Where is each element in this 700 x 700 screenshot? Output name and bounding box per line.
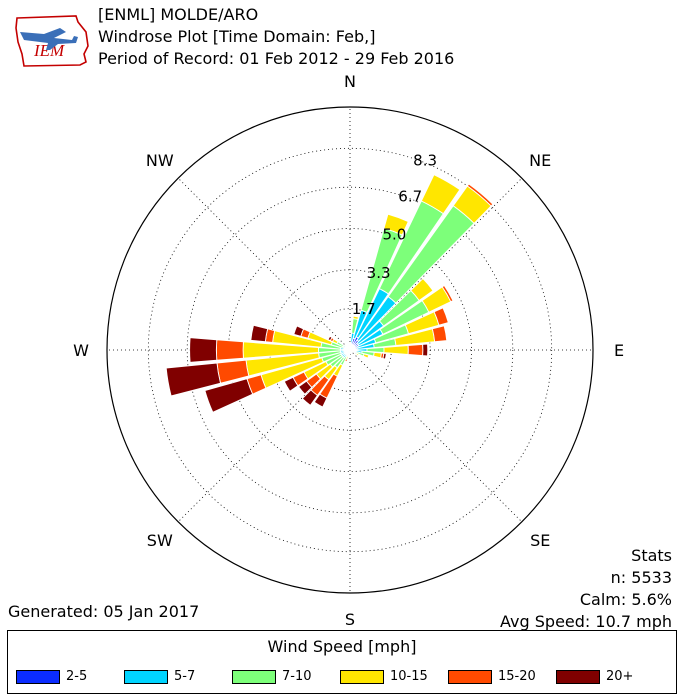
bar-segment-350-5-7 <box>348 344 351 349</box>
legend-swatch <box>232 669 276 684</box>
legend-item-2-5: 2-5 <box>16 669 87 687</box>
outer-circle <box>106 106 594 594</box>
legend-item-20+: 20+ <box>556 669 633 687</box>
wind-bars <box>165 174 494 413</box>
bar-segment-110-10-15 <box>362 353 370 359</box>
bar-segment-40-15-20 <box>466 183 494 207</box>
radial-tick-label: 3.3 <box>367 264 391 282</box>
legend-label: 10-15 <box>390 669 428 684</box>
legend-label: 7-10 <box>282 669 312 684</box>
bar-segment-320-5-7 <box>345 345 350 349</box>
bar-segment-220-20+ <box>301 389 319 406</box>
bar-segment-250-20+ <box>204 378 254 413</box>
bar-segment-60-15-20 <box>441 284 454 303</box>
title-block: [ENML] MOLDE/ARO Windrose Plot [Time Dom… <box>98 4 454 70</box>
bar-segment-240-20+ <box>283 376 299 392</box>
plot-title: Windrose Plot [Time Domain: Feb,] <box>98 27 376 46</box>
bar-segment-70-15-20 <box>433 307 449 326</box>
direction-label-SE: SE <box>530 531 550 550</box>
legend-swatch <box>124 669 168 684</box>
bar-segment-80-15-20 <box>431 325 448 343</box>
radial-tick-label: 1.7 <box>352 300 376 318</box>
bar-segment-310-10-15 <box>343 344 348 348</box>
speed-legend: Wind Speed [mph] 2-5 5-7 7-10 10-15 15-20 20+ <box>7 630 677 694</box>
legend-item-10-15: 10-15 <box>340 669 428 687</box>
bar-segment-50-10-15 <box>410 277 434 302</box>
iem-logo: IEM <box>15 15 89 67</box>
bar-segment-90-10-15 <box>383 345 409 355</box>
grid-circle <box>186 186 514 514</box>
grid-circle <box>147 147 553 553</box>
bar-segment-100-10-15 <box>372 351 382 359</box>
legend-label: 2-5 <box>66 669 88 684</box>
stats-calm: Calm: 5.6% <box>579 590 672 609</box>
bar-segment-30-10-15 <box>420 174 461 215</box>
bar-segment-90-15-20 <box>407 343 424 357</box>
bar-segment-290-20+ <box>293 325 305 337</box>
stats-avg-speed: Avg Speed: 10.7 mph <box>500 612 672 631</box>
bar-segment-300-20+ <box>327 335 333 342</box>
legend-swatch <box>340 669 384 684</box>
legend-label: 15-20 <box>498 669 536 684</box>
direction-label-NE: NE <box>529 151 551 170</box>
bar-segment-120-10-15 <box>355 352 360 357</box>
direction-label-W: W <box>73 341 89 360</box>
period-title: Period of Record: 01 Feb 2012 - 29 Feb 2… <box>98 49 455 68</box>
station-title: [ENML] MOLDE/ARO <box>98 5 259 24</box>
grid-circle <box>228 228 472 472</box>
bar-segment-260-20+ <box>165 362 222 397</box>
generated-date: Generated: 05 Jan 2017 <box>8 602 200 621</box>
chart-labels: 1.7 3.3 5.0 6.7 8.3 N NE E SE S SW W NW <box>73 72 624 629</box>
radial-tick-label: 8.3 <box>413 152 437 170</box>
legend-swatch <box>556 669 600 684</box>
direction-label-SW: SW <box>147 531 173 550</box>
legend-item-7-10: 7-10 <box>232 669 312 687</box>
legend-label: 5-7 <box>174 669 196 684</box>
logo-text: IEM <box>33 41 65 60</box>
airplane-icon <box>20 28 78 50</box>
legend-swatch <box>448 669 492 684</box>
legend-swatch <box>16 669 60 684</box>
bar-segment-20-10-15 <box>383 213 409 236</box>
direction-label-S: S <box>345 610 355 629</box>
direction-label-E: E <box>614 341 624 360</box>
bar-segment-10-10-15 <box>352 315 360 320</box>
stats-count: n: 5533 <box>610 568 672 587</box>
radial-tick-label: 6.7 <box>398 188 422 206</box>
direction-label-N: N <box>344 72 356 91</box>
grid-spoke <box>349 349 523 523</box>
legend-item-15-20: 15-20 <box>448 669 536 687</box>
legend-label: 20+ <box>606 669 634 684</box>
bar-segment-270-20+ <box>189 337 218 363</box>
bar-segment-90-20+ <box>422 343 429 357</box>
bar-segment-210-20+ <box>313 393 328 408</box>
stats-block: Stats n: 5533 Calm: 5.6% Avg Speed: 10.7… <box>500 545 672 633</box>
legend-item-5-7: 5-7 <box>124 669 195 687</box>
radial-tick-label: 5.0 <box>382 226 406 244</box>
bar-segment-100-20+ <box>382 352 387 360</box>
stats-heading: Stats <box>631 546 672 565</box>
bar-segment-230-20+ <box>298 380 313 395</box>
bar-segment-280-20+ <box>250 324 269 343</box>
legend-title: Wind Speed [mph] <box>267 637 417 656</box>
direction-label-NW: NW <box>146 151 174 170</box>
grid-spoke <box>177 177 351 351</box>
bar-segment-270-15-20 <box>215 339 244 361</box>
